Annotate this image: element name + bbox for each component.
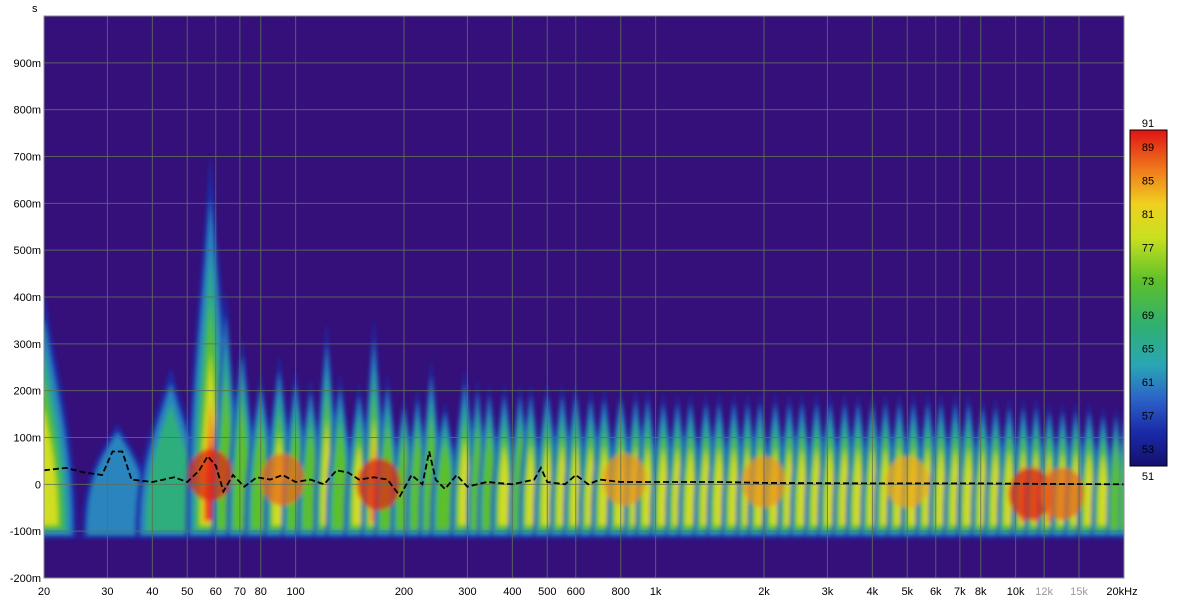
y-tick-label: -200m bbox=[10, 573, 41, 585]
heatmap-hotspot bbox=[188, 448, 233, 501]
grid-lines bbox=[44, 16, 1124, 578]
x-tick-label: 7k bbox=[954, 586, 966, 598]
colorbar-tick-label: 65 bbox=[1142, 343, 1154, 355]
y-tick-label: 100m bbox=[13, 433, 41, 445]
x-tick-label: 6k bbox=[930, 586, 942, 598]
y-tick-label: -100m bbox=[10, 526, 41, 538]
heatmap-hotspot bbox=[1040, 467, 1085, 520]
colorbar-tick-labels: 89 85 81 77 73 69 65 61 57 53 bbox=[1142, 142, 1154, 456]
y-tick-label: 400m bbox=[13, 292, 41, 304]
x-tick-label: 40 bbox=[146, 586, 158, 598]
x-tick-label: 600 bbox=[567, 586, 585, 598]
heatmap-ridge bbox=[145, 402, 196, 532]
heatmap-ridge bbox=[86, 431, 149, 536]
colorbar: 91 51 89 85 81 77 73 69 65 61 57 53 bbox=[1129, 118, 1168, 483]
y-tick-label: 600m bbox=[13, 198, 41, 210]
colorbar-tick-label: 57 bbox=[1142, 411, 1154, 423]
y-tick-label: 300m bbox=[13, 339, 41, 351]
x-tick-label: 800 bbox=[612, 586, 630, 598]
heatmap-ridge bbox=[642, 444, 653, 526]
colorbar-tick-label: 61 bbox=[1142, 377, 1154, 389]
y-tick-label: 0 bbox=[35, 479, 41, 491]
colorbar-tick-label: 73 bbox=[1142, 276, 1154, 288]
colorbar-tick-label: 77 bbox=[1142, 243, 1154, 255]
x-tick-label: 5k bbox=[901, 586, 913, 598]
x-tick-label: 10k bbox=[1007, 586, 1025, 598]
heatmap-hotspot bbox=[602, 453, 647, 506]
colorbar-tick-label: 53 bbox=[1142, 444, 1154, 456]
peak-trace-line bbox=[44, 450, 1124, 498]
x-tick-label: 70 bbox=[234, 586, 246, 598]
y-tick-label: 800m bbox=[13, 105, 41, 117]
x-tick-labels: 20 30 40 50 60 70 80 100 200 300 400 500 600 800 1k 2k 3… bbox=[38, 586, 1138, 598]
colorbar-gradient bbox=[1129, 129, 1168, 467]
x-tick-label: 60 bbox=[210, 586, 222, 598]
heatmap-hotspot bbox=[260, 453, 305, 506]
x-tick-label: 500 bbox=[538, 586, 556, 598]
colorbar-tick-label: 69 bbox=[1142, 310, 1154, 322]
colorbar-top-label: 91 bbox=[1142, 118, 1154, 130]
peak-trace-layer bbox=[44, 450, 1124, 498]
y-axis-unit-label: s bbox=[32, 3, 38, 15]
x-tick-label: 3k bbox=[822, 586, 834, 598]
y-tick-label: 500m bbox=[13, 245, 41, 257]
y-tick-labels: 900m 800m 700m 600m 500m 400m 300m 200m 100m 0 -10… bbox=[10, 58, 41, 585]
colorbar-tick-label: 85 bbox=[1142, 175, 1154, 187]
x-tick-label: 30 bbox=[101, 586, 113, 598]
x-tick-label: 100 bbox=[286, 586, 304, 598]
y-tick-label: 900m bbox=[13, 58, 41, 70]
x-tick-label: 80 bbox=[255, 586, 267, 598]
x-tick-label: 300 bbox=[458, 586, 476, 598]
x-tick-label: 12k bbox=[1035, 586, 1053, 598]
y-tick-label: 200m bbox=[13, 386, 41, 398]
heatmap-layer bbox=[44, 151, 1124, 539]
x-tick-label: 2k bbox=[758, 586, 770, 598]
heatmap-ridge bbox=[44, 407, 58, 526]
x-tick-label: 1k bbox=[650, 586, 662, 598]
heatmap-hotspot bbox=[1008, 467, 1053, 520]
y-tick-label: 700m bbox=[13, 152, 41, 164]
x-tick-label: 20kHz bbox=[1106, 586, 1137, 598]
colorbar-tick-label: 89 bbox=[1142, 142, 1154, 154]
x-tick-label: 20 bbox=[38, 586, 50, 598]
colorbar-tick-label: 81 bbox=[1142, 209, 1154, 221]
x-tick-label: 50 bbox=[181, 586, 193, 598]
x-tick-label: 8k bbox=[975, 586, 987, 598]
heatmap-ridge bbox=[685, 446, 696, 526]
heatmap-ridge bbox=[436, 437, 454, 529]
x-tick-label: 200 bbox=[395, 586, 413, 598]
x-tick-label: 15k bbox=[1070, 586, 1088, 598]
x-tick-label: 4k bbox=[867, 586, 879, 598]
heatmap-ridge bbox=[332, 422, 349, 529]
heatmap-ridge bbox=[1098, 452, 1109, 526]
plot-frame bbox=[43, 15, 1125, 579]
colorbar-bottom-label: 51 bbox=[1142, 471, 1154, 483]
x-tick-label: 400 bbox=[503, 586, 521, 598]
